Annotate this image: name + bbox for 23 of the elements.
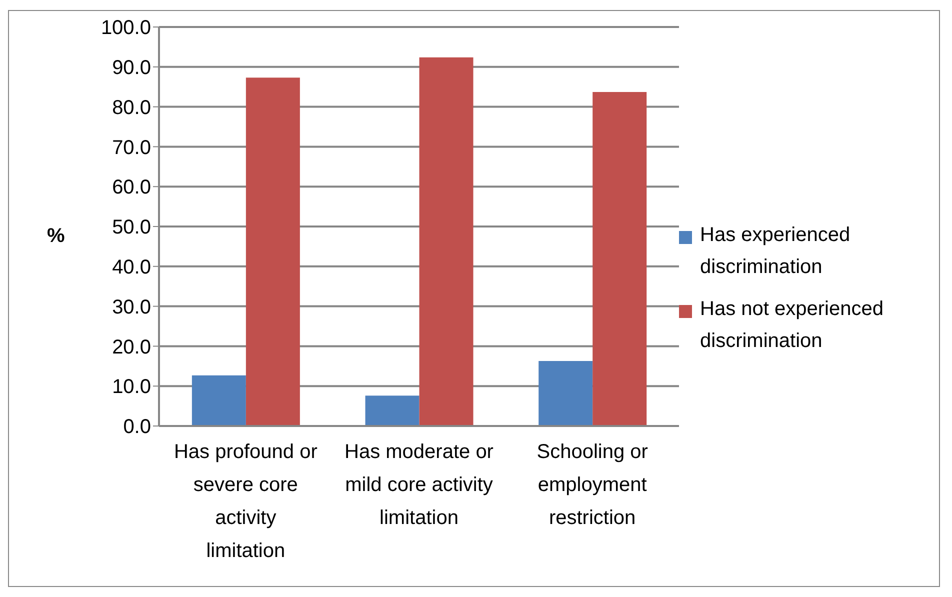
y-tick-label: 50.0 xyxy=(112,216,151,239)
y-tick-label: 10.0 xyxy=(112,376,151,398)
y-tick-label: 40.0 xyxy=(112,256,151,278)
x-tick-label: Has moderate or mild core activity limitation xyxy=(344,441,494,529)
y-tick-label: 100.0 xyxy=(100,17,151,40)
bar xyxy=(592,92,647,426)
legend-label: Has experienced discrimination xyxy=(700,222,852,280)
bar xyxy=(538,360,593,426)
bar xyxy=(192,375,246,426)
y-tick-label: 80.0 xyxy=(112,96,151,119)
y-tick-label: 0.0 xyxy=(123,416,151,438)
x-tick-label: Schooling or employment restriction xyxy=(536,441,648,529)
y-tick-label: 70.0 xyxy=(112,136,151,159)
legend-label: Has not experienced discrimination xyxy=(700,296,884,354)
bar xyxy=(246,78,300,426)
x-tick-label: Has profound or severe core activity limitation xyxy=(174,441,318,562)
y-tick-label: 90.0 xyxy=(112,57,151,79)
y-tick-label: 30.0 xyxy=(112,296,151,318)
y-axis-title: % xyxy=(47,225,65,248)
bar xyxy=(419,57,474,426)
y-tick-label: 20.0 xyxy=(112,336,151,358)
y-tick-label: 60.0 xyxy=(112,176,151,199)
bar xyxy=(365,396,420,426)
